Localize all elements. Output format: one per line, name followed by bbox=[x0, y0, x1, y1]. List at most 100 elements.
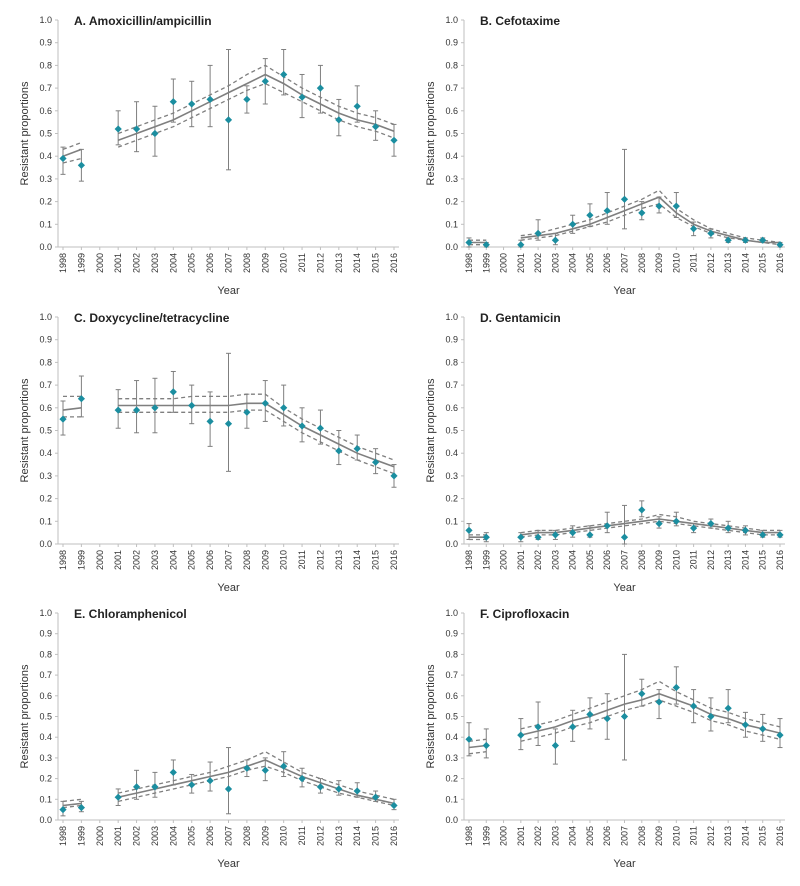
data-point bbox=[586, 710, 594, 718]
data-point bbox=[390, 801, 398, 810]
x-tick-label: 2014 bbox=[740, 253, 750, 273]
trend-line bbox=[62, 407, 82, 411]
y-tick-label: 0.0 bbox=[445, 242, 458, 252]
data-point bbox=[298, 422, 306, 430]
data-point bbox=[759, 725, 767, 733]
trend-line bbox=[117, 73, 395, 142]
x-tick-label: 2016 bbox=[775, 550, 785, 570]
data-point bbox=[672, 683, 680, 692]
x-tick-label: 2009 bbox=[260, 253, 270, 273]
chart-title: E. Chloramphenicol bbox=[74, 607, 187, 621]
x-tick-label: 2008 bbox=[637, 826, 647, 846]
x-tick-label: 2000 bbox=[499, 550, 509, 570]
x-tick-label: 2005 bbox=[187, 826, 197, 846]
x-tick-label: 2002 bbox=[533, 550, 543, 570]
data-point bbox=[707, 520, 715, 528]
x-tick-label: 1998 bbox=[58, 826, 68, 846]
trend-line bbox=[520, 196, 780, 244]
x-tick-label: 2016 bbox=[389, 253, 399, 273]
trend-upper-band bbox=[62, 798, 82, 803]
chart-panel: 0.0 0.1 0.2 0.3 0.4 0.5 0.6 0.7 0.8 0.9 1.0 1998 199… bbox=[425, 311, 785, 594]
x-tick-label: 2003 bbox=[550, 550, 560, 570]
x-tick-label: 2008 bbox=[242, 253, 252, 273]
x-tick-label: 2014 bbox=[352, 550, 362, 570]
y-tick-label: 0.3 bbox=[39, 174, 52, 184]
data-point bbox=[243, 764, 251, 772]
x-axis-label: Year bbox=[217, 285, 240, 297]
y-tick-label: 0.4 bbox=[445, 732, 458, 742]
x-tick-label: 2009 bbox=[260, 550, 270, 570]
y-tick-label: 0.4 bbox=[39, 448, 52, 458]
x-tick-label: 2004 bbox=[168, 550, 178, 570]
x-tick-label: 2007 bbox=[224, 550, 234, 570]
data-point bbox=[776, 731, 784, 739]
x-tick-label: 2004 bbox=[568, 253, 578, 273]
chart-title: B. Cefotaxime bbox=[480, 14, 560, 28]
trend-lower-band bbox=[468, 751, 487, 755]
y-tick-label: 0.1 bbox=[445, 794, 458, 804]
x-tick-label: 2006 bbox=[205, 826, 215, 846]
x-tick-label: 2004 bbox=[168, 253, 178, 273]
data-point bbox=[280, 404, 288, 412]
data-point bbox=[188, 100, 196, 108]
data-point bbox=[133, 406, 141, 414]
x-tick-label: 2002 bbox=[132, 826, 142, 846]
x-tick-label: 2012 bbox=[706, 826, 716, 846]
data-point bbox=[724, 704, 732, 712]
x-tick-label: 2000 bbox=[499, 253, 509, 273]
x-tick-label: 2006 bbox=[205, 253, 215, 273]
y-tick-label: 0.0 bbox=[445, 539, 458, 549]
y-axis-label: Resistant proportions bbox=[19, 81, 31, 185]
y-tick-label: 0.0 bbox=[39, 815, 52, 825]
data-point bbox=[603, 715, 611, 723]
x-tick-label: 2008 bbox=[242, 550, 252, 570]
x-tick-label: 2006 bbox=[602, 550, 612, 570]
y-tick-label: 0.9 bbox=[39, 629, 52, 639]
x-tick-label: 2004 bbox=[568, 826, 578, 846]
y-axis-label: Resistant proportions bbox=[425, 81, 437, 185]
data-point bbox=[517, 533, 525, 541]
x-tick-label: 2011 bbox=[689, 550, 699, 569]
data-point bbox=[224, 116, 233, 124]
y-tick-label: 1.0 bbox=[39, 15, 52, 25]
x-tick-label: 2012 bbox=[315, 826, 325, 846]
data-point bbox=[724, 524, 732, 532]
x-tick-label: 2012 bbox=[706, 550, 716, 570]
x-tick-label: 2000 bbox=[499, 826, 509, 846]
data-point bbox=[569, 723, 577, 731]
data-point bbox=[390, 136, 398, 144]
data-point bbox=[569, 529, 577, 537]
data-point bbox=[335, 447, 343, 455]
trend-upper-band bbox=[520, 189, 781, 244]
x-tick-label: 2005 bbox=[187, 253, 197, 273]
data-point bbox=[280, 762, 288, 770]
x-tick-label: 2007 bbox=[620, 253, 630, 273]
data-point bbox=[638, 209, 646, 217]
data-point bbox=[655, 520, 663, 528]
data-point bbox=[620, 712, 629, 721]
data-point bbox=[243, 408, 251, 416]
trend-upper-band bbox=[62, 141, 82, 151]
y-tick-label: 0.3 bbox=[445, 471, 458, 481]
data-point bbox=[316, 424, 324, 432]
chart-panel: 0.0 0.1 0.2 0.3 0.4 0.5 0.6 0.7 0.8 0.9 1.0 1998 199… bbox=[425, 14, 785, 297]
x-axis-label: Year bbox=[217, 858, 240, 870]
x-tick-label: 2016 bbox=[775, 253, 785, 273]
y-tick-label: 0.8 bbox=[39, 649, 52, 659]
y-tick-label: 0.3 bbox=[445, 753, 458, 763]
x-tick-label: 2016 bbox=[389, 826, 399, 846]
y-tick-label: 0.9 bbox=[445, 335, 458, 345]
x-tick-label: 2010 bbox=[671, 826, 681, 846]
trend-upper-band bbox=[520, 680, 781, 730]
y-tick-label: 0.6 bbox=[39, 106, 52, 116]
y-tick-label: 0.9 bbox=[39, 335, 52, 345]
x-tick-label: 2012 bbox=[706, 253, 716, 273]
x-tick-label: 2004 bbox=[568, 550, 578, 570]
data-point bbox=[724, 236, 732, 244]
x-tick-label: 2008 bbox=[637, 550, 647, 570]
x-tick-label: 2000 bbox=[95, 550, 105, 570]
data-point bbox=[77, 161, 85, 169]
data-point bbox=[638, 690, 646, 698]
x-tick-label: 2015 bbox=[371, 253, 381, 273]
